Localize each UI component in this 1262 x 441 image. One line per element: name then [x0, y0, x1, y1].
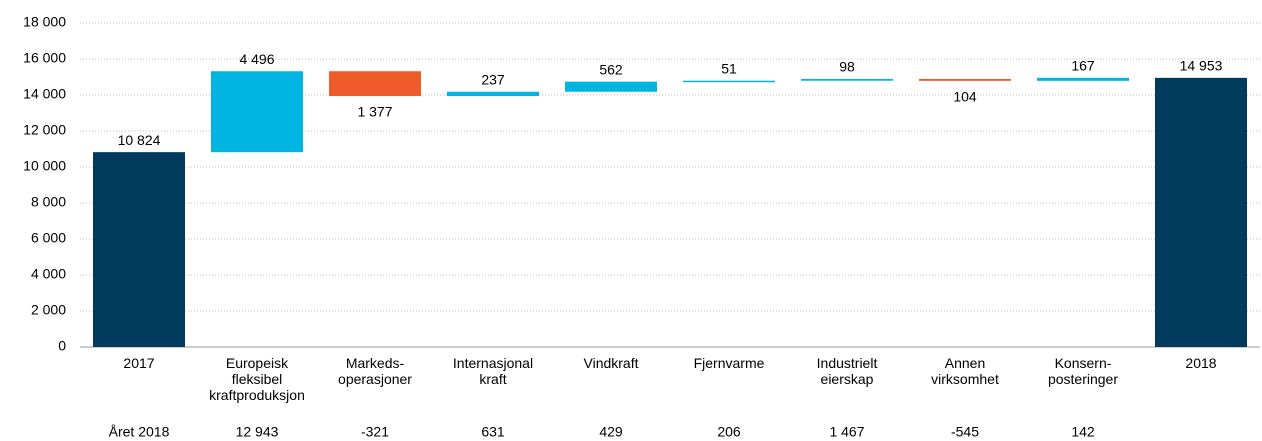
bar: [1037, 77, 1129, 81]
y-tick-label: 8 000: [31, 194, 66, 210]
value-label: 104: [953, 89, 977, 105]
value-label: 10 824: [118, 132, 161, 148]
footer-row-value: 429: [599, 424, 623, 440]
x-tick-label-line: operasjoner: [338, 371, 412, 387]
value-label: 1 377: [357, 104, 392, 120]
x-tick-label: 2018: [1185, 355, 1216, 371]
x-tick-label-line: Vindkraft: [584, 355, 639, 371]
x-tick-label-line: Konsern-: [1055, 355, 1112, 371]
bar: [93, 152, 185, 347]
value-label: 98: [839, 59, 855, 75]
x-tick-label: 2017: [123, 355, 154, 371]
bar: [683, 80, 775, 83]
x-tick-label-line: Europeisk: [226, 355, 289, 371]
x-tick-label-line: fleksibel: [232, 371, 283, 387]
value-label: 14 953: [1180, 58, 1223, 74]
x-tick-label: Markeds-operasjoner: [338, 355, 412, 387]
y-tick-label: 6 000: [31, 230, 66, 246]
x-tick-label: Konsern-posteringer: [1048, 355, 1118, 387]
x-tick-label-line: Industrielt: [817, 355, 878, 371]
x-tick-label-line: kraft: [479, 371, 506, 387]
y-tick-label: 14 000: [23, 86, 66, 102]
x-tick-label: Europeisk fleksibel kraftproduksjon: [209, 355, 305, 403]
y-tick-label: 4 000: [31, 266, 66, 282]
bar: [447, 91, 539, 97]
footer-row-value: 12 943: [236, 424, 279, 440]
y-tick-label: 10 000: [23, 158, 66, 174]
x-tick-label: Annen virksomhet: [931, 355, 999, 387]
footer-row-label: Året 2018: [109, 424, 170, 440]
y-tick-label: 2 000: [31, 302, 66, 318]
bar: [211, 71, 303, 153]
value-label: 562: [599, 61, 623, 77]
footer-row-value: 1 467: [829, 424, 864, 440]
x-tick-label: Industrielt eierskap: [817, 355, 878, 387]
x-tick-label-line: kraftproduksjon: [209, 387, 305, 403]
y-tick-label: 16 000: [23, 50, 66, 66]
bar: [1155, 77, 1247, 347]
x-tick-label-line: Markeds-: [346, 355, 405, 371]
value-label: 167: [1071, 58, 1095, 74]
bar: [329, 71, 421, 97]
x-tick-label-line: virksomhet: [931, 371, 999, 387]
y-tick-label: 12 000: [23, 122, 66, 138]
footer-row-value: 631: [481, 424, 505, 440]
bar: [919, 78, 1011, 81]
x-tick-label-line: Internasjonal: [453, 355, 533, 371]
x-tick-label: Fjernvarme: [694, 355, 765, 371]
y-tick-label: 0: [58, 338, 66, 354]
x-tick-label: Internasjonal kraft: [453, 355, 533, 387]
x-tick-label-line: 2017: [123, 355, 154, 371]
footer-row-value: 206: [717, 424, 741, 440]
value-label: 4 496: [239, 51, 274, 67]
footer-row-value: -545: [951, 424, 979, 440]
y-tick-label: 18 000: [23, 14, 66, 30]
value-label: 237: [481, 71, 505, 87]
x-tick-label-line: Fjernvarme: [694, 355, 765, 371]
footer-row-value: -321: [361, 424, 389, 440]
bar: [801, 78, 893, 81]
x-tick-label: Vindkraft: [584, 355, 639, 371]
bar: [565, 81, 657, 92]
value-label: 51: [721, 60, 737, 76]
x-tick-label-line: 2018: [1185, 355, 1216, 371]
x-tick-label-line: Annen: [945, 355, 985, 371]
footer-row-value: 142: [1071, 424, 1095, 440]
x-tick-label-line: posteringer: [1048, 371, 1118, 387]
x-tick-label-line: eierskap: [821, 371, 874, 387]
